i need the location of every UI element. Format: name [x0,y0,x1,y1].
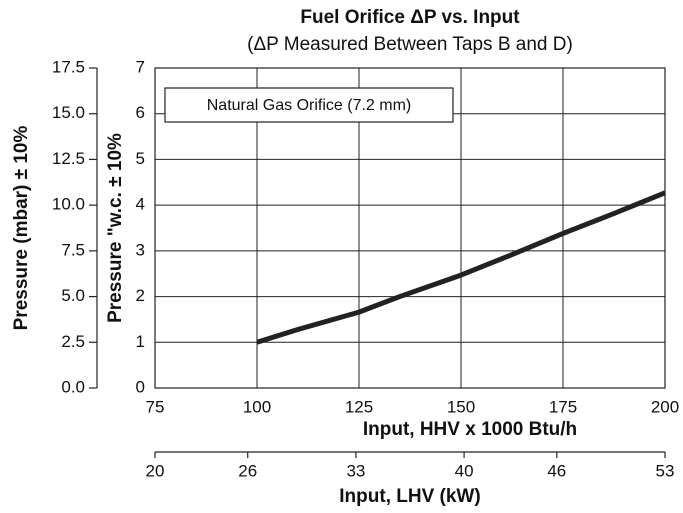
y2-tick-label: 12.5 [52,149,85,168]
x-tick-label: 150 [447,397,475,416]
y2-tick-label: 2.5 [61,332,85,351]
y-axis-title: Pressure "w.c. ± 10% [105,133,126,323]
x2-tick-label: 33 [346,461,365,480]
x2-tick-label: 26 [238,461,257,480]
y-tick-label: 1 [136,332,145,351]
x-axis-title: Input, HHV x 1000 Btu/h [363,419,577,440]
x-tick-label: 175 [549,397,577,416]
x2-tick-label: 40 [455,461,474,480]
chart-title: Fuel Orifice ΔP vs. Input [300,7,520,28]
y-tick-label: 4 [136,195,145,214]
y-tick-label: 0 [136,377,145,396]
y2-tick-label: 15.0 [52,103,85,122]
data-line [256,190,666,345]
x-tick-label: 75 [146,397,165,416]
y2-tick-label: 17.5 [52,57,85,76]
y-tick-label: 3 [136,240,145,259]
y2-axis-title: Pressure (mbar) ± 10% [11,126,32,331]
x2-tick-label: 53 [656,461,675,480]
annotation: Natural Gas Orifice (7.2 mm) [207,97,411,114]
chart-subtitle: (ΔP Measured Between Taps B and D) [247,34,573,55]
y-tick-label: 7 [136,57,145,76]
y-tick-label: 5 [136,149,145,168]
x-tick-label: 125 [345,397,373,416]
y2-tick-label: 10.0 [52,195,85,214]
x-tick-label: 200 [651,397,679,416]
y2-tick-label: 7.5 [61,240,85,259]
y-tick-label: 6 [136,103,145,122]
y-tick-label: 2 [136,286,145,305]
x2-tick-label: 46 [547,461,566,480]
x2-axis-title: Input, LHV (kW) [339,486,480,507]
x-tick-label: 100 [243,397,271,416]
y2-tick-label: 0.0 [61,377,85,396]
plot-frame [154,67,666,389]
y2-tick-label: 5.0 [61,286,85,305]
annotation-box [164,87,454,123]
x2-tick-label: 20 [146,461,165,480]
